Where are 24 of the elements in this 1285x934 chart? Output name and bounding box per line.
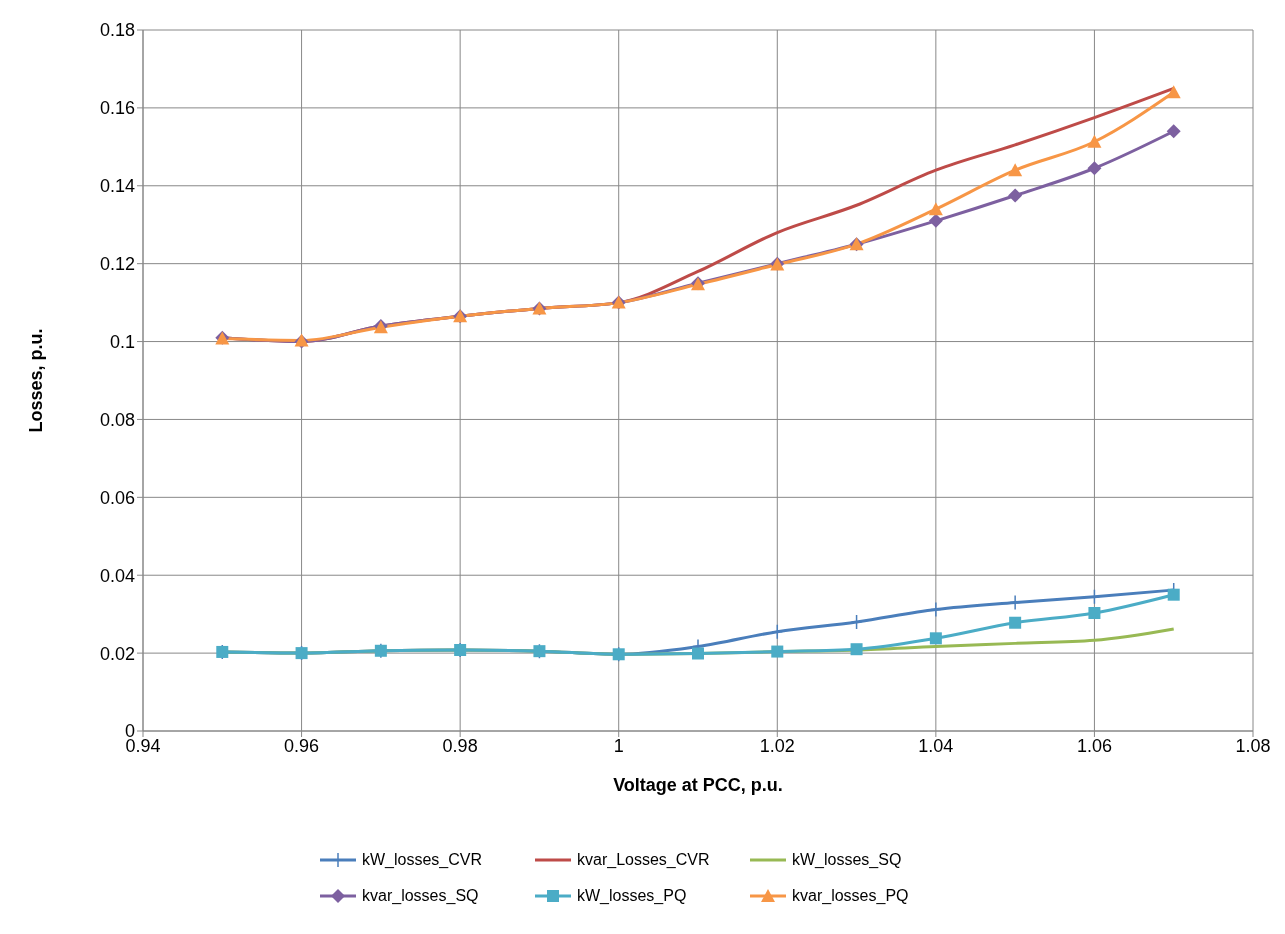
x-axis-title: Voltage at PCC, p.u. (613, 775, 783, 795)
x-tick-label: 0.98 (442, 735, 478, 756)
x-tick-label: 1.04 (918, 735, 954, 756)
y-tick-label: 0.02 (99, 643, 135, 664)
y-tick-label: 0.18 (99, 20, 135, 41)
x-tick-label: 0.96 (284, 735, 320, 756)
y-tick-label: 0.06 (99, 487, 135, 508)
y-tick-label: 0.08 (99, 409, 135, 430)
y-tick-label: 0.16 (99, 98, 135, 119)
legend-label: kW_losses_SQ (792, 851, 902, 869)
legend-label: kvar_Losses_CVR (577, 851, 710, 869)
y-tick-label: 0.14 (99, 176, 135, 197)
x-tick-label: 1.02 (759, 735, 795, 756)
legend-label: kW_losses_PQ (577, 887, 687, 905)
x-tick-label: 1.08 (1235, 735, 1271, 756)
y-tick-label: 0.1 (109, 331, 135, 352)
x-tick-label: 1.06 (1076, 735, 1112, 756)
y-tick-label: 0.04 (99, 565, 135, 586)
legend-label: kvar_losses_PQ (792, 887, 909, 905)
y-axis-title: Losses, p.u. (26, 328, 47, 433)
y-tick-label: 0.12 (99, 254, 135, 275)
x-tick-label: 1 (613, 735, 624, 756)
legend-label: kW_losses_CVR (362, 851, 483, 869)
legend-label: kvar_losses_SQ (362, 887, 479, 905)
